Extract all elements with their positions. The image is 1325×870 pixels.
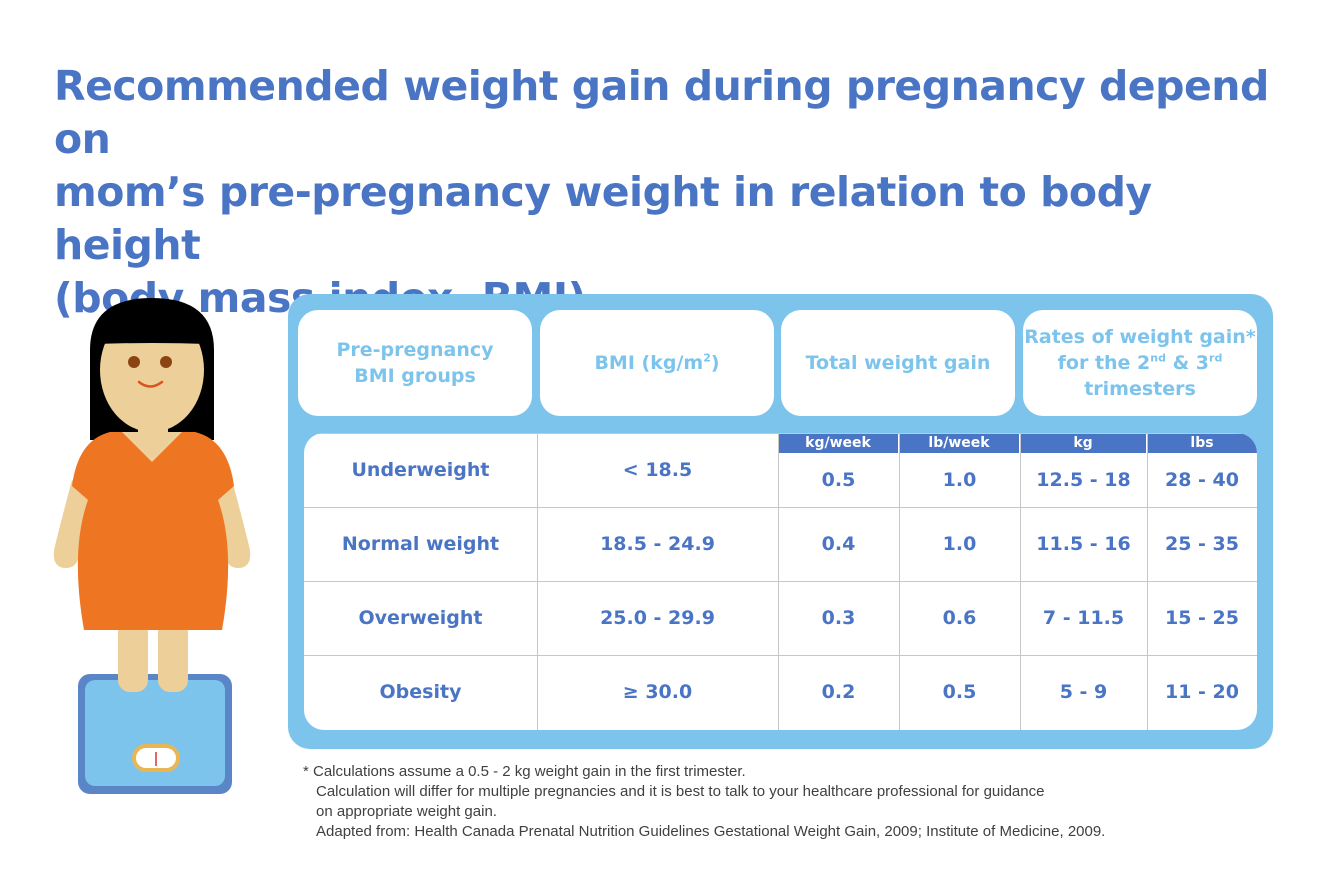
- cell-lb-week: 1.0: [942, 469, 977, 491]
- table-row: Obesity ≥ 30.0 0.2 0.5 5 - 9 11 - 20: [304, 655, 1257, 728]
- cell-bmi: 18.5 - 24.9: [600, 533, 715, 555]
- footnote-line-1: * Calculations assume a 0.5 - 2 kg weigh…: [303, 763, 746, 780]
- header-bmi-groups-line-1: Pre-pregnancy: [336, 339, 494, 361]
- cell-kg-week: 0.2: [821, 681, 856, 703]
- subheader-kg-week: kg/week: [778, 433, 898, 453]
- header-bmi-superscript: 2: [703, 351, 711, 365]
- table-row: Normal weight 18.5 - 24.9 0.4 1.0 11.5 -…: [304, 507, 1257, 580]
- weight-gain-table-panel: Pre-pregnancy BMI groups BMI (kg/m2) Tot…: [288, 294, 1273, 749]
- footnote-line-3: on appropriate weight gain.: [316, 803, 497, 820]
- cell-group: Obesity: [379, 681, 462, 703]
- column-divider: [1020, 433, 1021, 730]
- cell-kg: 12.5 - 18: [1036, 469, 1131, 491]
- column-divider: [537, 433, 538, 730]
- footnote-line-4: Adapted from: Health Canada Prenatal Nut…: [316, 823, 1106, 840]
- subheader-lb-week: lb/week: [899, 433, 1019, 453]
- cell-kg: 7 - 11.5: [1042, 607, 1125, 629]
- header-bmi-text: BMI (kg/m: [594, 352, 704, 374]
- pregnant-woman-on-scale-icon: [53, 298, 251, 794]
- cell-lbs: 25 - 35: [1165, 533, 1239, 555]
- cell-lb-week: 1.0: [942, 533, 977, 555]
- cell-kg-week: 0.4: [821, 533, 856, 555]
- cell-bmi: ≥ 30.0: [622, 681, 693, 703]
- subheader-kg: kg: [1020, 433, 1146, 453]
- header-rates-line-2: for the 2nd & 3rd: [1024, 350, 1255, 376]
- cell-group: Normal weight: [341, 533, 500, 555]
- title-line-1: Recommended weight gain during pregnancy…: [54, 62, 1269, 163]
- subheader-lbs: lbs: [1147, 433, 1257, 453]
- header-rates-sup-nd: nd: [1150, 351, 1166, 365]
- cell-lbs: 15 - 25: [1165, 607, 1239, 629]
- column-divider: [899, 433, 900, 730]
- header-rates-sup-rd: rd: [1209, 351, 1223, 365]
- column-divider: [778, 433, 779, 730]
- title-line-2: mom’s pre-pregnancy weight in relation t…: [54, 168, 1152, 269]
- header-bmi-close: ): [710, 352, 720, 374]
- cell-group: Overweight: [358, 607, 483, 629]
- header-total-weight-gain: Total weight gain: [781, 310, 1015, 416]
- header-rates-line-3: trimesters: [1084, 378, 1196, 400]
- page-title: Recommended weight gain during pregnancy…: [54, 60, 1274, 325]
- column-divider: [1147, 433, 1148, 730]
- weight-gain-table: kg/week lb/week kg lbs Underweight < 18.…: [304, 433, 1257, 730]
- header-rates-line-2b: & 3: [1166, 352, 1210, 374]
- footnotes: * Calculations assume a 0.5 - 2 kg weigh…: [303, 762, 1263, 842]
- cell-kg: 5 - 9: [1059, 681, 1108, 703]
- footnote-line-2: Calculation will differ for multiple pre…: [316, 783, 1045, 800]
- cell-bmi: 25.0 - 29.9: [600, 607, 715, 629]
- cell-lbs: 11 - 20: [1165, 681, 1239, 703]
- cell-lb-week: 0.5: [942, 681, 977, 703]
- cell-bmi: < 18.5: [622, 459, 693, 481]
- table-row: Overweight 25.0 - 29.9 0.3 0.6 7 - 11.5 …: [304, 581, 1257, 654]
- table-row: Underweight < 18.5 0.5 1.0 12.5 - 18 28 …: [304, 433, 1257, 506]
- cell-lbs: 28 - 40: [1165, 469, 1239, 491]
- cell-kg-week: 0.5: [821, 469, 856, 491]
- header-rates-line-1: Rates of weight gain*: [1024, 326, 1256, 348]
- cell-group: Underweight: [351, 459, 490, 481]
- header-bmi: BMI (kg/m2): [540, 310, 774, 416]
- cell-kg: 11.5 - 16: [1036, 533, 1131, 555]
- header-bmi-groups-line-2: BMI groups: [354, 365, 476, 387]
- cell-kg-week: 0.3: [821, 607, 856, 629]
- cell-lb-week: 0.6: [942, 607, 977, 629]
- header-bmi-groups: Pre-pregnancy BMI groups: [298, 310, 532, 416]
- header-rates-line-2a: for the 2: [1057, 352, 1151, 374]
- header-rates-of-weight-gain: Rates of weight gain* for the 2nd & 3rd …: [1023, 310, 1257, 416]
- header-total-weight-gain-label: Total weight gain: [805, 352, 991, 374]
